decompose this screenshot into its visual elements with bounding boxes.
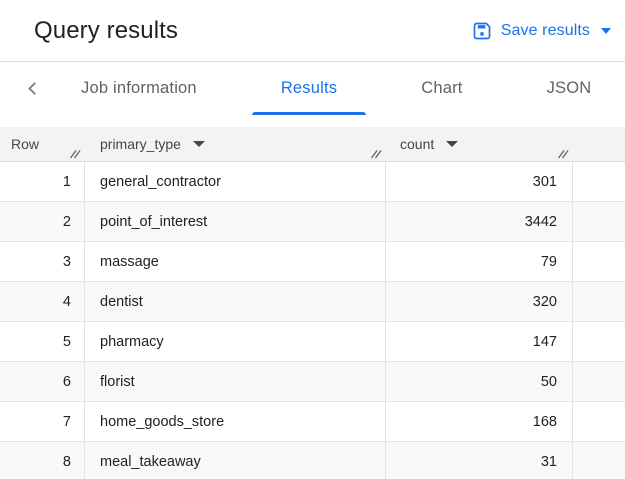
count-cell: 147 xyxy=(386,322,573,361)
column-header-filler xyxy=(573,127,625,161)
primary-type-cell: point_of_interest xyxy=(85,202,386,241)
tab-chart[interactable]: Chart xyxy=(392,62,491,115)
row-number-cell: 5 xyxy=(0,322,85,361)
primary-type-cell: florist xyxy=(85,362,386,401)
table-body: 1 general_contractor 301 2 point_of_inte… xyxy=(0,162,625,479)
row-number-cell: 1 xyxy=(0,162,85,201)
filler-cell xyxy=(573,322,625,361)
primary-type-cell: home_goods_store xyxy=(85,402,386,441)
row-number-cell: 7 xyxy=(0,402,85,441)
table-row: 3 massage 79 xyxy=(0,242,625,282)
collapse-tabs-button[interactable] xyxy=(12,62,52,115)
count-cell: 50 xyxy=(386,362,573,401)
save-results-button[interactable]: Save results xyxy=(472,21,611,41)
filler-cell xyxy=(573,402,625,441)
save-floppy-icon xyxy=(472,21,492,41)
column-resize-handle[interactable] xyxy=(370,147,382,159)
filler-cell xyxy=(573,242,625,281)
tab-job-information[interactable]: Job information xyxy=(52,62,226,115)
table-row: 6 florist 50 xyxy=(0,362,625,402)
table-row: 4 dentist 320 xyxy=(0,282,625,322)
primary-type-cell: meal_takeaway xyxy=(85,442,386,479)
table-row: 5 pharmacy 147 xyxy=(0,322,625,362)
count-cell: 31 xyxy=(386,442,573,479)
count-cell: 301 xyxy=(386,162,573,201)
primary-type-cell: massage xyxy=(85,242,386,281)
tab-results[interactable]: Results xyxy=(251,62,367,115)
table-row: 7 home_goods_store 168 xyxy=(0,402,625,442)
page-title: Query results xyxy=(34,16,179,44)
filler-cell xyxy=(573,202,625,241)
row-number-cell: 8 xyxy=(0,442,85,479)
table-header-row: Row primary_type count xyxy=(0,127,625,162)
count-cell: 168 xyxy=(386,402,573,441)
column-header-count[interactable]: count xyxy=(386,127,573,161)
save-results-label: Save results xyxy=(500,21,590,39)
row-number-cell: 4 xyxy=(0,282,85,321)
results-header: Query results Save results xyxy=(0,0,625,62)
column-label-count: count xyxy=(400,136,435,152)
column-resize-handle[interactable] xyxy=(557,147,569,159)
table-row: 2 point_of_interest 3442 xyxy=(0,202,625,242)
tab-json[interactable]: JSON xyxy=(518,62,621,115)
column-label-row: Row xyxy=(11,136,40,152)
tabs-bar: Job information Results Chart JSON xyxy=(0,62,625,127)
filler-cell xyxy=(573,162,625,201)
count-cell: 79 xyxy=(386,242,573,281)
primary-type-cell: dentist xyxy=(85,282,386,321)
tabs: Job information Results Chart JSON xyxy=(52,62,620,115)
column-menu-caret-icon xyxy=(192,141,205,147)
column-label-primary-type: primary_type xyxy=(100,136,181,152)
row-number-cell: 3 xyxy=(0,242,85,281)
filler-cell xyxy=(573,442,625,479)
filler-cell xyxy=(573,362,625,401)
row-number-cell: 6 xyxy=(0,362,85,401)
count-cell: 3442 xyxy=(386,202,573,241)
primary-type-cell: pharmacy xyxy=(85,322,386,361)
column-menu-caret-icon xyxy=(446,141,459,147)
table-row: 1 general_contractor 301 xyxy=(0,162,625,202)
count-cell: 320 xyxy=(386,282,573,321)
row-number-cell: 2 xyxy=(0,202,85,241)
primary-type-cell: general_contractor xyxy=(85,162,386,201)
column-header-primary-type[interactable]: primary_type xyxy=(85,127,386,161)
column-resize-handle[interactable] xyxy=(69,147,81,159)
table-row: 8 meal_takeaway 31 xyxy=(0,442,625,479)
filler-cell xyxy=(573,282,625,321)
chevron-left-icon xyxy=(27,82,41,95)
dropdown-caret-icon xyxy=(601,27,611,34)
column-header-row: Row xyxy=(0,127,85,161)
